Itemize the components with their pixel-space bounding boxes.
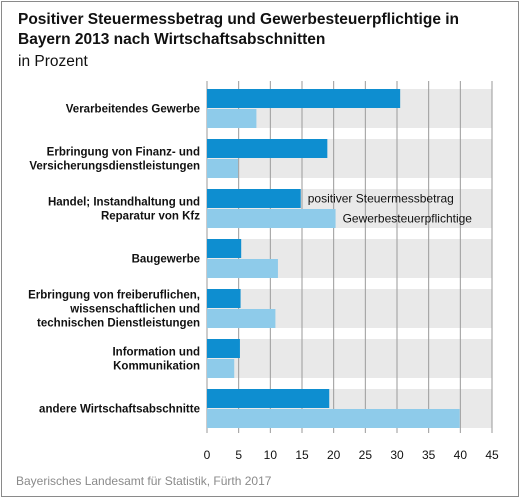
x-tick-label: 10 <box>264 448 278 462</box>
bar-steuerpflichtige <box>207 359 235 378</box>
category-label: Handel; Instandhaltung und <box>48 197 200 209</box>
bar-steuerpflichtige <box>207 109 257 128</box>
x-tick-label: 5 <box>235 448 242 462</box>
x-tick-label: 15 <box>295 448 309 462</box>
bar-steuerpflichtige <box>207 409 460 428</box>
x-tick-label: 35 <box>422 448 436 462</box>
bar-steuermessbetrag <box>207 89 401 108</box>
x-tick-label: 0 <box>204 448 211 462</box>
x-tick-label: 30 <box>390 448 404 462</box>
x-tick-label: 45 <box>485 448 499 462</box>
bar-steuerpflichtige <box>207 259 278 278</box>
category-band <box>207 339 492 378</box>
category-label: Kommunikation <box>113 361 200 373</box>
x-tick-label: 20 <box>327 448 341 462</box>
bar-steuermessbetrag <box>207 139 328 158</box>
category-label: Versicherungsdienstleistungen <box>29 161 200 173</box>
bar-steuerpflichtige <box>207 159 239 178</box>
category-label: Erbringung von freiberuflichen, <box>28 290 200 302</box>
chart-title: Positiver Steuermessbetrag und Gewerbest… <box>18 11 460 48</box>
category-label: Information und <box>112 347 200 359</box>
category-label: Erbringung von Finanz- und <box>47 147 200 159</box>
x-tick-label: 40 <box>454 448 468 462</box>
bar-steuerpflichtige <box>207 209 336 228</box>
chart-subtitle: in Prozent <box>18 53 88 70</box>
bar-steuerpflichtige <box>207 309 276 328</box>
bar-steuermessbetrag <box>207 289 241 308</box>
x-tick-label: 25 <box>359 448 373 462</box>
bar-steuermessbetrag <box>207 189 301 208</box>
category-label: wissenschaftlichen und <box>69 304 200 316</box>
bar-steuermessbetrag <box>207 389 330 408</box>
category-label: Verarbeitendes Gewerbe <box>66 104 200 116</box>
source-note: Bayerisches Landesamt für Statistik, Für… <box>16 474 272 488</box>
category-label: Reparatur von Kfz <box>101 211 200 223</box>
legend-label: positiver Steuermessbetrag <box>308 192 454 206</box>
legend-label: Gewerbesteuerpflichtige <box>343 212 473 226</box>
bar-steuermessbetrag <box>207 339 240 358</box>
category-label: andere Wirtschaftsabschnitte <box>39 404 200 416</box>
bar-steuermessbetrag <box>207 239 242 258</box>
category-label: Baugewerbe <box>132 254 200 266</box>
category-label: technischen Dienstleistungen <box>37 318 200 330</box>
